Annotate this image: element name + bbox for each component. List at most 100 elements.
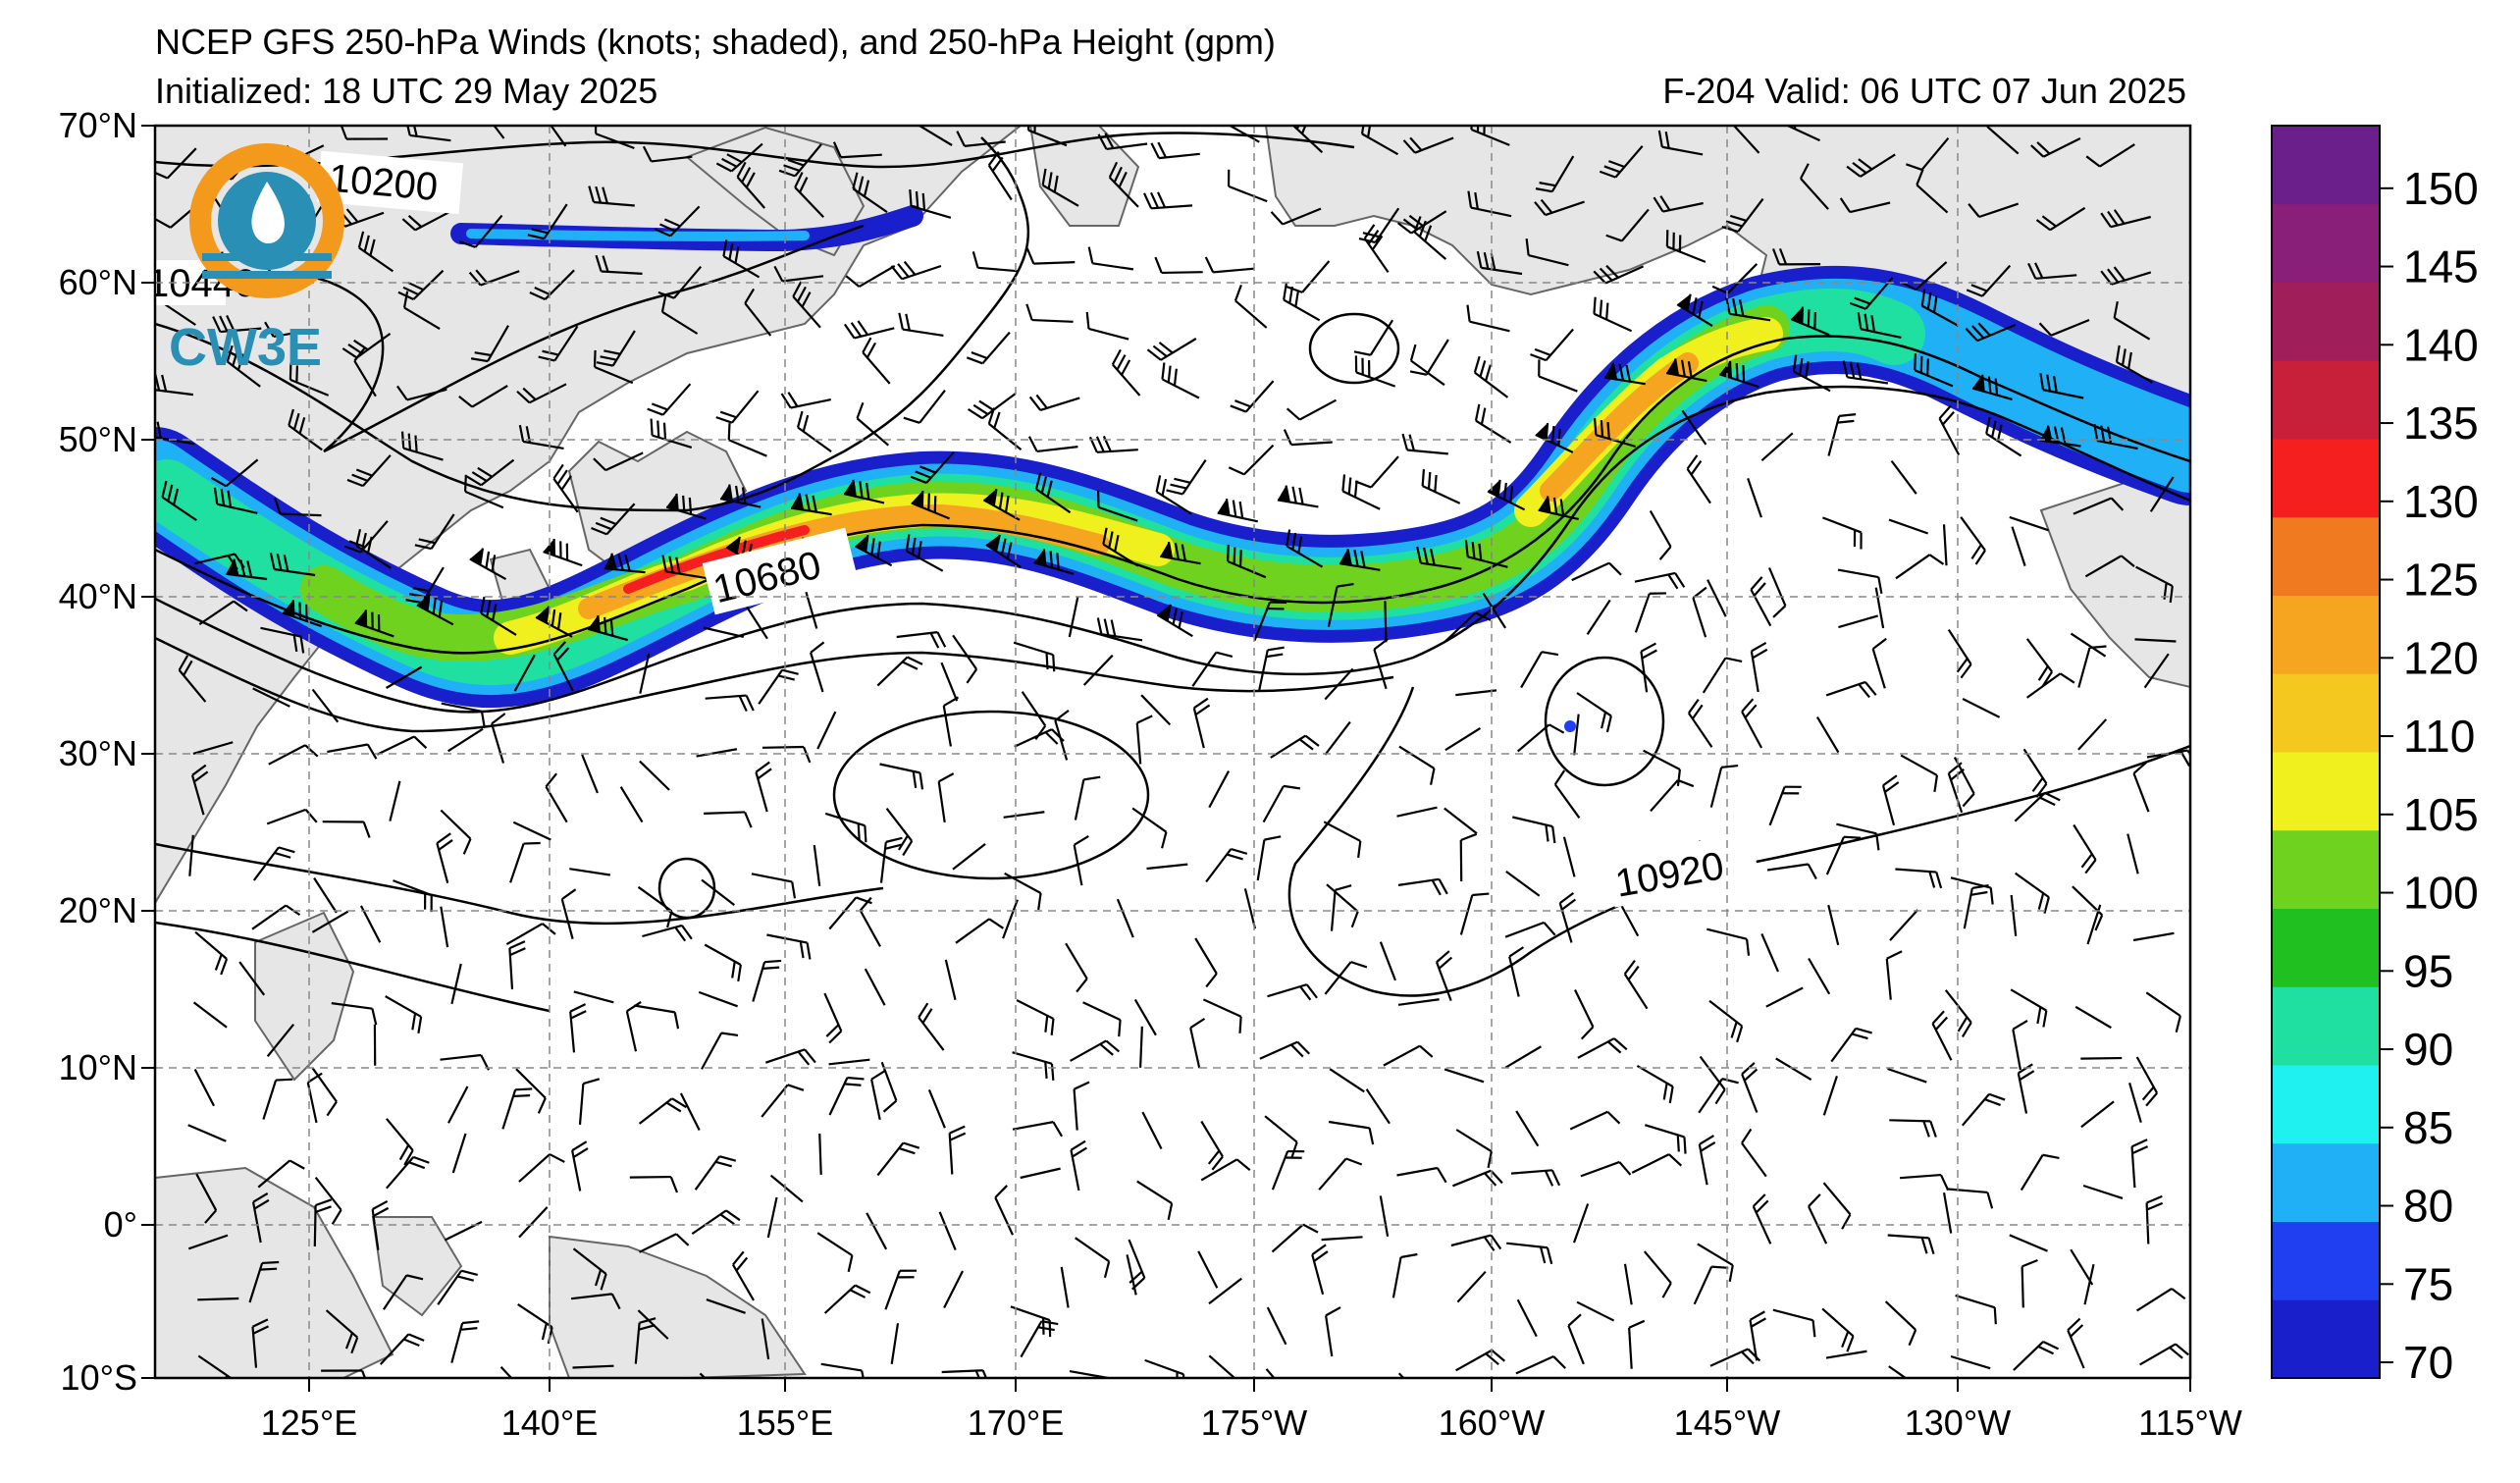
wind-barb: [1160, 541, 1201, 565]
lat-label: 20°N: [59, 890, 137, 930]
wind-barb: [1396, 806, 1438, 818]
wind-barb: [1775, 1057, 1812, 1082]
lon-label: 130°W: [1905, 1403, 2011, 1443]
sulawesi-land: [371, 1216, 463, 1317]
wind-barb: [1887, 1234, 1935, 1255]
wind-barb: [569, 1003, 587, 1053]
wind-barb: [634, 1004, 680, 1030]
wind-barb: [661, 555, 708, 580]
wind-barb: [1397, 1372, 1429, 1378]
wind-barb: [1665, 358, 1707, 383]
wind-barb: [1888, 1365, 1923, 1378]
wind-barb: [985, 534, 1022, 568]
wind-barb: [1790, 306, 1830, 337]
wind-barb: [845, 264, 896, 288]
wind-barb: [2100, 209, 2151, 229]
wind-barb: [1004, 872, 1042, 911]
wind-barb: [1721, 197, 1764, 234]
wind-barb: [1822, 1076, 1838, 1116]
wind-barb: [706, 1298, 746, 1314]
wind-barb: [1749, 1310, 1766, 1361]
wind-barb: [703, 626, 745, 639]
wind-barb: [2014, 791, 2061, 822]
wind-barb: [1243, 888, 1257, 929]
wind-barb: [1914, 353, 1954, 388]
wind-barb: [1401, 433, 1448, 455]
colorbar: 150 145 140 135 130 125 120 110 105 100 95 90 85 80 75…: [2271, 125, 2479, 1388]
wind-barb: [1577, 1037, 1628, 1059]
wind-barb: [1324, 667, 1354, 701]
wind-barb: [1402, 136, 1454, 154]
wind-barb: [386, 665, 423, 689]
colorbar-swatch: [2272, 752, 2380, 831]
wind-barb: [1985, 416, 2022, 457]
wind-barb: [251, 1318, 269, 1368]
wind-barb: [818, 1133, 822, 1175]
wind-barb: [2136, 1288, 2186, 1312]
wind-barb: [451, 1133, 467, 1174]
wind-barb: [441, 702, 486, 728]
wind-barb: [794, 172, 824, 219]
wind-barb: [1133, 998, 1157, 1036]
wind-barb: [1033, 549, 1075, 575]
wind-barb: [527, 203, 568, 240]
lat-label: 60°N: [59, 262, 137, 302]
wind-barb: [1065, 942, 1088, 993]
wind-barb: [843, 320, 895, 340]
wind-barb: [2113, 300, 2151, 341]
wind-barb: [1328, 1120, 1375, 1145]
wind-barb: [1593, 418, 1637, 448]
wind-barb: [824, 812, 867, 843]
wind-barb: [1323, 821, 1362, 859]
wind-barb: [638, 1097, 687, 1125]
wind-barb: [1041, 168, 1079, 207]
wind-barb: [1644, 1124, 1687, 1154]
wind-barb: [1353, 319, 1394, 356]
wind-barb: [1605, 208, 1650, 242]
wind-barb: [1482, 592, 1507, 629]
wind-barb: [402, 291, 441, 331]
wind-barb: [1208, 770, 1231, 809]
wind-barb: [639, 760, 670, 791]
wind-barb: [1971, 374, 2013, 400]
wind-barb: [213, 487, 258, 514]
wind-barb: [1286, 529, 1324, 568]
wind-barb: [1330, 884, 1352, 931]
wind-barb: [2139, 1343, 2189, 1366]
wind-barb: [311, 688, 340, 723]
wind-barb: [288, 408, 323, 451]
wind-barb: [1593, 264, 1645, 285]
wind-barb: [820, 1362, 866, 1378]
wind-barb: [1889, 1119, 1937, 1138]
wind-barb: [1087, 246, 1134, 271]
wind-barb: [341, 333, 392, 359]
wind-barb: [268, 744, 319, 766]
wind-barb: [1512, 816, 1556, 844]
wind-barb: [1741, 1128, 1767, 1178]
wind-barb: [1944, 989, 1972, 1037]
wind-barb: [359, 905, 382, 943]
wind-barb: [371, 1199, 390, 1250]
wind-barb: [1096, 617, 1143, 642]
wind-barb: [353, 346, 377, 397]
wind-barb: [595, 254, 643, 275]
wind-barb: [1270, 734, 1320, 759]
wind-barb: [1012, 1051, 1055, 1081]
wind-barb: [701, 1032, 739, 1070]
colorbar-tick-label: 90: [2403, 1024, 2453, 1075]
wind-barb: [1413, 216, 1447, 260]
colorbar-tick-label: 125: [2403, 555, 2479, 606]
wind-barb: [1916, 169, 1949, 214]
wind-barb: [379, 1333, 425, 1365]
wind-barb: [1506, 1242, 1553, 1265]
wind-barb: [1202, 998, 1242, 1033]
wind-barb: [573, 990, 614, 1004]
wind-barb: [587, 614, 628, 642]
wind-barb: [588, 185, 635, 207]
wind-barb: [828, 1058, 870, 1066]
lat-label: 30°N: [59, 733, 137, 773]
wind-barb: [1906, 136, 1950, 172]
wind-barb: [637, 885, 673, 928]
wind-barb: [1593, 296, 1633, 333]
wind-barb: [870, 1069, 887, 1121]
